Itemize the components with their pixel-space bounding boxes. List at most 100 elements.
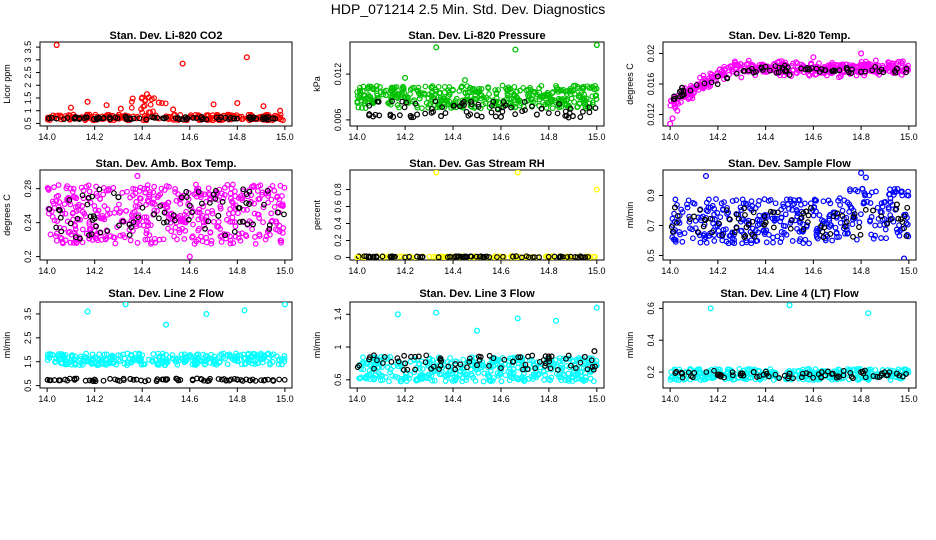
data-point	[72, 114, 79, 121]
y-tick-label: 0	[333, 255, 343, 260]
scatter-point	[519, 108, 526, 115]
scatter-point	[867, 200, 874, 206]
scatter-point	[833, 230, 840, 237]
data-point	[139, 94, 146, 101]
scatter-point	[498, 378, 505, 385]
scatter-point	[850, 233, 856, 240]
scatter-point	[886, 191, 892, 198]
scatter-point	[478, 113, 485, 120]
scatter-point	[195, 189, 202, 195]
plot-frame	[39, 301, 293, 389]
scatter-point	[748, 240, 755, 247]
scatter-point	[903, 233, 910, 239]
x-tick-label: 15.0	[900, 266, 918, 276]
x-tick-label: 14.4	[133, 266, 151, 276]
scatter-point	[359, 88, 366, 95]
scatter-point	[778, 229, 785, 235]
scatter-point	[737, 61, 744, 67]
scatter-point	[133, 355, 140, 362]
data-point	[514, 315, 521, 322]
data-point	[893, 201, 900, 208]
scatter-point	[279, 202, 286, 209]
data-point	[151, 114, 158, 121]
scatter-point	[856, 219, 863, 226]
scatter-point	[750, 62, 756, 69]
panel-pressure: Stan. Dev. Li-820 Pressure kPa 14.0 14.2 14.…	[312, 30, 606, 142]
scatter-point	[266, 225, 273, 232]
scatter-point	[452, 366, 459, 373]
scatter-point	[205, 218, 212, 225]
scatter-point	[189, 209, 195, 216]
scatter-point	[422, 110, 429, 117]
data-point	[246, 200, 253, 208]
scatter-point	[719, 237, 726, 244]
scatter-point	[361, 92, 368, 99]
scatter-point	[729, 369, 736, 376]
scatter-point	[416, 95, 423, 102]
scatter-point	[250, 184, 257, 190]
scatter-point	[357, 88, 363, 95]
plot-frame	[349, 301, 605, 389]
scatter-point	[159, 353, 166, 360]
scatter-point	[237, 352, 244, 359]
scatter-point	[850, 207, 857, 214]
scatter-point	[401, 104, 408, 111]
y-tick-label: 1.5	[23, 355, 33, 368]
scatter-point	[687, 87, 694, 94]
scatter-point	[237, 219, 243, 225]
scatter-point	[210, 218, 217, 225]
scatter-point	[547, 377, 553, 384]
scatter-point	[480, 254, 486, 260]
scatter-point	[364, 96, 371, 102]
data-point	[55, 377, 63, 384]
scatter-point	[776, 375, 783, 381]
data-point	[679, 370, 686, 377]
data-point	[354, 254, 361, 260]
scatter-point	[499, 82, 506, 89]
scatter-point	[264, 187, 271, 194]
scatter-point	[266, 222, 273, 229]
scatter-point	[85, 232, 92, 239]
data-point	[129, 95, 136, 102]
scatter-point	[112, 240, 119, 247]
scatter-point	[745, 57, 752, 64]
scatter-point	[64, 115, 71, 121]
scatter-point	[44, 357, 51, 363]
panel-ambbox: Stan. Dev. Amb. Box Temp. degrees C 14.0 14…	[2, 158, 294, 276]
scatter-point	[167, 219, 174, 226]
scatter-point	[881, 199, 887, 206]
scatter-point	[62, 237, 69, 244]
scatter-point	[463, 108, 470, 115]
scatter-point	[775, 209, 781, 216]
scatter-point	[577, 359, 584, 366]
scatter-point	[697, 74, 703, 81]
scatter-point	[725, 240, 732, 247]
scatter-point	[189, 377, 196, 384]
scatter-point	[221, 184, 228, 191]
scatter-point	[898, 216, 904, 223]
scatter-point	[839, 207, 846, 214]
scatter-point	[593, 85, 600, 92]
scatter-point	[691, 200, 698, 207]
scatter-point	[523, 253, 530, 260]
scatter-point	[741, 234, 748, 241]
scatter-point	[589, 93, 596, 100]
panel-title: Stan. Dev. Li-820 Temp.	[729, 30, 851, 42]
scatter-point	[143, 201, 149, 208]
scatter-point	[502, 372, 509, 379]
x-tick-label: 14.4	[444, 132, 462, 142]
scatter-point	[532, 89, 539, 96]
scatter-point	[111, 209, 118, 216]
scatter-point	[789, 207, 796, 213]
scatter-point	[793, 59, 799, 66]
scatter-point	[899, 219, 906, 225]
x-tick-label: 14.8	[229, 266, 247, 276]
scatter-point	[170, 212, 177, 219]
scatter-point	[227, 218, 233, 225]
scatter-point	[444, 254, 451, 260]
scatter-point	[502, 102, 509, 109]
scatter-point	[432, 86, 439, 93]
scatter-point	[843, 61, 850, 68]
scatter-point	[115, 352, 122, 359]
scatter-point	[121, 234, 128, 241]
